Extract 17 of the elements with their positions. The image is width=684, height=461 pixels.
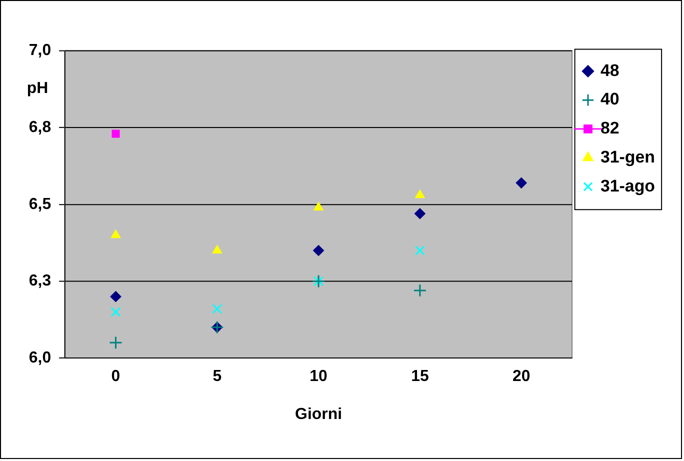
x-tick-label: 15 <box>411 368 429 385</box>
y-tick-label: 6,8 <box>28 118 52 136</box>
x-tick-label: 0 <box>111 368 120 385</box>
x-tick-label: 5 <box>212 368 222 385</box>
y-tick-label: 6,0 <box>28 349 52 366</box>
legend-label: 31-gen <box>600 147 656 166</box>
y-tick-label: 6,5 <box>28 196 52 213</box>
legend-label: 40 <box>600 90 620 109</box>
x-axis-title: Giorni <box>295 406 342 423</box>
x-tick-label: 20 <box>512 368 530 385</box>
legend-label: 48 <box>600 60 620 80</box>
legend-label: 31-ago <box>600 176 656 196</box>
y-tick-label: 6,3 <box>28 272 52 290</box>
legend-label: 82 <box>600 118 620 138</box>
y-axis-title: pH <box>26 80 48 97</box>
x-tick-label: 10 <box>310 368 328 385</box>
y-tick-label: 7,0 <box>28 42 52 60</box>
